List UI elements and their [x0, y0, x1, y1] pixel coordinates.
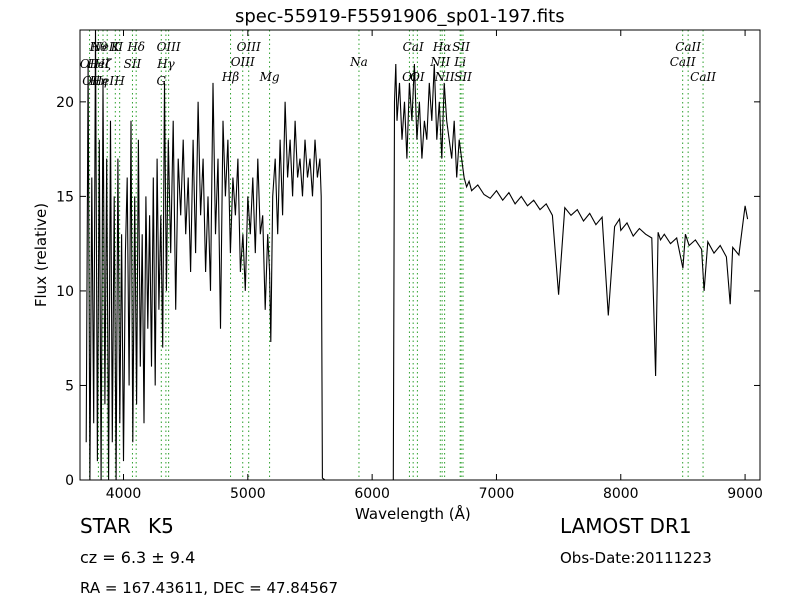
y-tick-label: 5: [65, 378, 74, 394]
line-label-6-0: SII: [124, 57, 142, 71]
plot-frame: [79, 29, 761, 481]
line-label-1-0: Hθ: [89, 40, 108, 54]
line-label-8-0: G: [157, 74, 167, 88]
line-label-0-0: OII: [80, 57, 100, 71]
line-label-26-0: CaII: [675, 40, 701, 54]
object-class: STAR: [80, 514, 131, 538]
line-label-2-1: HeI: [91, 74, 115, 88]
y-tick-label: 0: [65, 473, 74, 489]
x-tick-label: 9000: [727, 486, 763, 502]
line-label-25-0: CaII: [670, 55, 696, 69]
line-label-0-1: OI: [82, 74, 97, 88]
line-label-11-0: Hβ: [221, 70, 239, 84]
line-label-17-0: OI: [410, 70, 425, 84]
line-label-21-0: SII: [452, 40, 470, 54]
line-label-15-0: Na: [349, 55, 368, 69]
line-label-19-0: Hα: [432, 40, 452, 54]
coordinates-label: RA = 167.43611, DEC = 47.84567: [80, 579, 339, 597]
y-tick-label: 20: [56, 95, 74, 111]
line-label-22-0: SII: [454, 70, 472, 84]
line-label-12-0: OIII: [231, 55, 255, 69]
emission-line-markers: [89, 30, 704, 480]
line-label-5-0: H: [113, 74, 125, 88]
x-tick-label: 6000: [354, 486, 390, 502]
x-tick-label: 8000: [603, 486, 639, 502]
redshift-label: cz = 6.3 ± 9.4: [80, 548, 196, 567]
line-label-1-1: HeI: [86, 57, 110, 71]
chart-title: spec-55919-F5591906_sp01-197.fits: [235, 6, 565, 27]
y-tick-label: 15: [56, 189, 74, 205]
line-label-27-0: CaII: [690, 70, 716, 84]
y-axis-ticks: 0 5 10 15 20: [56, 95, 760, 489]
line-label-2-0: Hζ: [94, 57, 113, 71]
line-label-23-0: Li: [453, 55, 466, 69]
line-label-14-0: Mg: [259, 70, 280, 84]
y-tick-label: 10: [56, 284, 74, 300]
y-axis-label: Flux (relative): [32, 202, 50, 308]
line-label-18-0: NII: [429, 55, 450, 69]
line-label-4-0: K: [110, 40, 121, 54]
x-axis-label: Wavelength (Å): [355, 505, 471, 523]
line-label-10-0: OIII: [157, 40, 181, 54]
emission-line-labels: OIIOIHθHeIHηHζHeINeIIIKHSIIHδGHγOIIIHβOI…: [80, 40, 716, 88]
object-subclass: K5: [148, 514, 174, 538]
survey-label: LAMOST DR1: [560, 514, 692, 538]
spectrum-line: [85, 29, 749, 481]
line-label-13-0: OIII: [237, 40, 261, 54]
obs-date-label: Obs-Date:20111223: [560, 549, 712, 567]
line-label-9-0: Hγ: [156, 57, 175, 71]
line-label-7-0: Hδ: [126, 40, 145, 54]
x-tick-label: 7000: [479, 486, 515, 502]
x-axis-ticks: 4000 5000 6000 7000 8000 9000: [106, 30, 763, 502]
x-tick-label: 4000: [106, 486, 142, 502]
x-tick-label: 5000: [230, 486, 266, 502]
line-label-3-0: NeIII: [90, 40, 123, 54]
line-label-20-0: NII: [434, 70, 455, 84]
line-label-24-0: CaI: [403, 40, 424, 54]
